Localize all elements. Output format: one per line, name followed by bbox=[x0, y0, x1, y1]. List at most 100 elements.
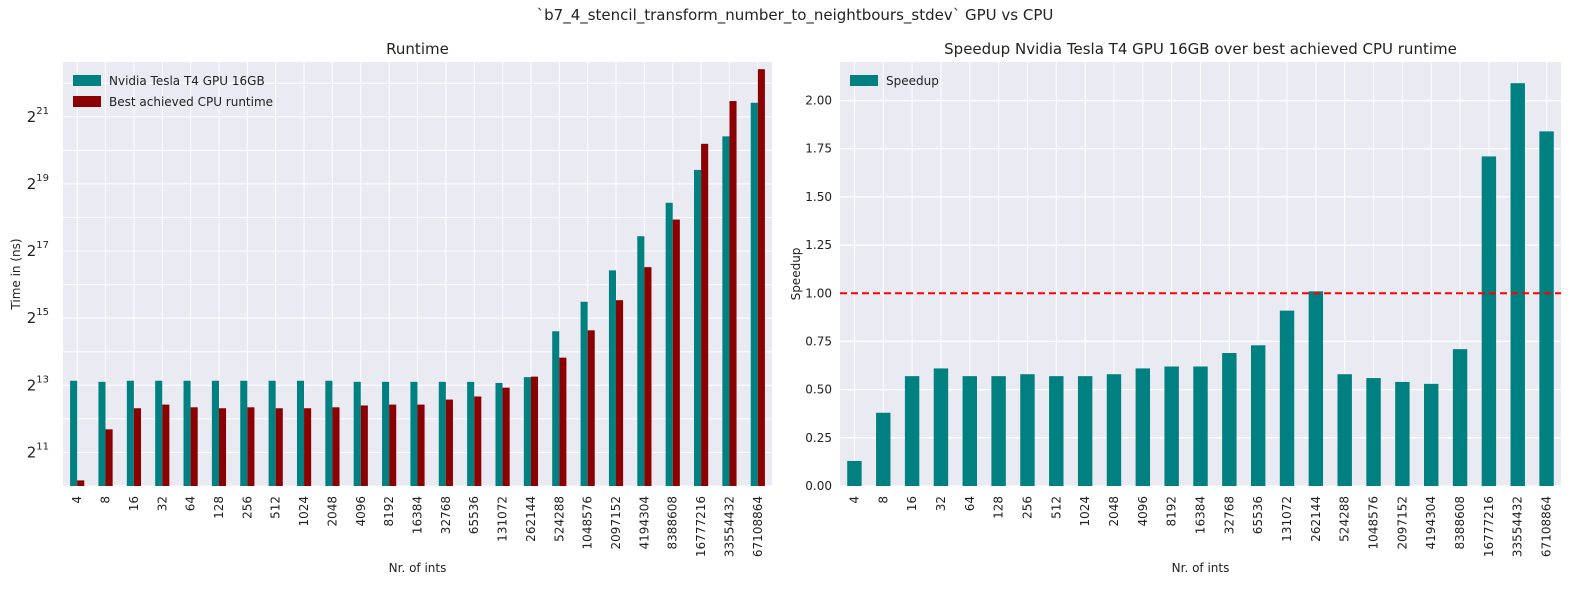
bar-a-131072 bbox=[1279, 310, 1295, 486]
x-tick-label: 65536 bbox=[1251, 496, 1265, 534]
bar-a-67108864 bbox=[1539, 131, 1554, 486]
x-tick-label: 524288 bbox=[552, 496, 566, 542]
x-tick-label: 32 bbox=[155, 496, 169, 511]
x-tick-label: 16384 bbox=[411, 496, 425, 534]
y-tick-label: 0.25 bbox=[805, 431, 832, 445]
chart-title: Runtime bbox=[386, 40, 449, 58]
bar-a-16777216 bbox=[1481, 156, 1497, 486]
bar-a-64 bbox=[183, 380, 191, 486]
bar-a-1024 bbox=[296, 380, 305, 486]
bar-a-33554432 bbox=[722, 136, 730, 486]
bar-a-8192 bbox=[382, 381, 390, 486]
x-tick-label: 4194304 bbox=[637, 496, 651, 549]
bar-a-4194304 bbox=[1424, 383, 1439, 486]
bar-a-2048 bbox=[1106, 374, 1122, 486]
y-tick-label: 0.00 bbox=[805, 479, 832, 493]
y-tick-label: 217 bbox=[27, 240, 49, 260]
x-tick-label: 32 bbox=[934, 496, 948, 511]
x-tick-label: 8 bbox=[876, 496, 890, 504]
x-tick-label: 4194304 bbox=[1424, 496, 1438, 549]
bar-a-4096 bbox=[1135, 368, 1151, 486]
x-tick-label: 2048 bbox=[1107, 496, 1121, 527]
bar-b-16777216 bbox=[701, 143, 709, 486]
bar-a-524288 bbox=[1337, 374, 1352, 486]
x-tick-label: 131072 bbox=[1280, 496, 1294, 542]
bar-b-4096 bbox=[360, 405, 368, 486]
bar-a-32 bbox=[155, 380, 163, 486]
bar-a-256 bbox=[240, 380, 248, 486]
x-axis-label: Nr. of ints bbox=[1172, 561, 1230, 575]
bar-b-1048576 bbox=[587, 330, 595, 486]
bar-b-33554432 bbox=[729, 101, 737, 486]
x-tick-label: 65536 bbox=[467, 496, 481, 534]
x-tick-label: 4096 bbox=[1136, 496, 1150, 527]
x-tick-label: 512 bbox=[1049, 496, 1063, 519]
bar-a-64 bbox=[962, 376, 977, 486]
bar-a-8 bbox=[98, 381, 106, 486]
bar-b-64 bbox=[190, 407, 198, 486]
bar-b-8192 bbox=[389, 404, 397, 486]
bar-b-67108864 bbox=[757, 69, 765, 487]
x-tick-label: 1024 bbox=[1078, 496, 1092, 527]
legend-swatch bbox=[73, 96, 101, 107]
bar-b-2097152 bbox=[616, 300, 624, 486]
chart-panel-2: 0.00 0.25 0.50 0.75 1.00 1.25 1.50 1.75 2.00 4 8 16… bbox=[789, 40, 1561, 575]
y-tick-label: 221 bbox=[27, 106, 49, 126]
bar-a-2048 bbox=[325, 380, 333, 486]
bar-b-16 bbox=[133, 408, 141, 486]
bar-a-4 bbox=[70, 380, 78, 486]
y-tick-label: 1.75 bbox=[805, 142, 832, 156]
x-tick-label: 1048576 bbox=[581, 496, 595, 549]
y-tick-label: 0.50 bbox=[805, 383, 832, 397]
x-tick-label: 262144 bbox=[524, 496, 538, 542]
bar-b-65536 bbox=[474, 396, 482, 486]
bar-b-256 bbox=[247, 407, 255, 486]
bar-a-262144 bbox=[523, 377, 531, 486]
bar-b-128 bbox=[218, 408, 227, 486]
y-tick-label: 1.25 bbox=[805, 238, 832, 252]
bar-b-2048 bbox=[332, 407, 340, 486]
y-tick-label: 0.75 bbox=[805, 334, 832, 348]
legend-label: Nvidia Tesla T4 GPU 16GB bbox=[109, 74, 265, 88]
bar-a-8388608 bbox=[665, 202, 673, 486]
bar-a-33554432 bbox=[1510, 83, 1525, 486]
x-tick-label: 64 bbox=[963, 496, 977, 511]
bar-a-16384 bbox=[1193, 366, 1208, 486]
x-tick-label: 8192 bbox=[1165, 496, 1179, 527]
x-tick-label: 32768 bbox=[1222, 496, 1236, 534]
bar-a-524288 bbox=[552, 331, 560, 486]
x-tick-label: 16 bbox=[127, 496, 141, 511]
chart-title: Speedup Nvidia Tesla T4 GPU 16GB over be… bbox=[944, 40, 1457, 58]
bar-a-16 bbox=[904, 376, 920, 486]
legend-label: Best achieved CPU runtime bbox=[109, 95, 273, 109]
legend-swatch bbox=[73, 75, 101, 86]
legend-swatch bbox=[850, 75, 878, 86]
x-tick-label: 128 bbox=[992, 496, 1006, 519]
bar-a-4 bbox=[847, 460, 862, 486]
bar-b-8 bbox=[105, 429, 113, 486]
chart-panel-1: 211 213 215 217 219 221 4 8 16 32 64 128 256 512 1024 2… bbox=[9, 40, 772, 575]
x-axis-label: Nr. of ints bbox=[389, 561, 447, 575]
x-tick-label: 4 bbox=[847, 496, 861, 504]
x-tick-label: 256 bbox=[1020, 496, 1034, 519]
x-tick-label: 8388608 bbox=[666, 496, 680, 549]
legend-label: Speedup bbox=[886, 74, 939, 88]
bar-a-8388608 bbox=[1452, 349, 1468, 486]
bar-a-128 bbox=[991, 376, 1006, 486]
bar-a-1024 bbox=[1077, 376, 1093, 486]
bar-a-32 bbox=[933, 368, 949, 486]
bar-a-8192 bbox=[1164, 366, 1179, 486]
x-tick-label: 128 bbox=[212, 496, 226, 519]
figure-title: `b7_4_stencil_transform_number_to_neight… bbox=[536, 6, 1054, 24]
x-tick-label: 262144 bbox=[1309, 496, 1323, 542]
x-tick-label: 67108864 bbox=[751, 496, 765, 557]
y-tick-label: 219 bbox=[27, 173, 49, 193]
y-tick-label: 1.00 bbox=[805, 286, 832, 300]
bar-b-4194304 bbox=[644, 267, 652, 486]
y-axis-label: Time in (ns) bbox=[9, 238, 23, 310]
x-tick-label: 33554432 bbox=[722, 496, 736, 557]
x-tick-label: 4096 bbox=[354, 496, 368, 527]
x-tick-label: 16777216 bbox=[694, 496, 708, 557]
